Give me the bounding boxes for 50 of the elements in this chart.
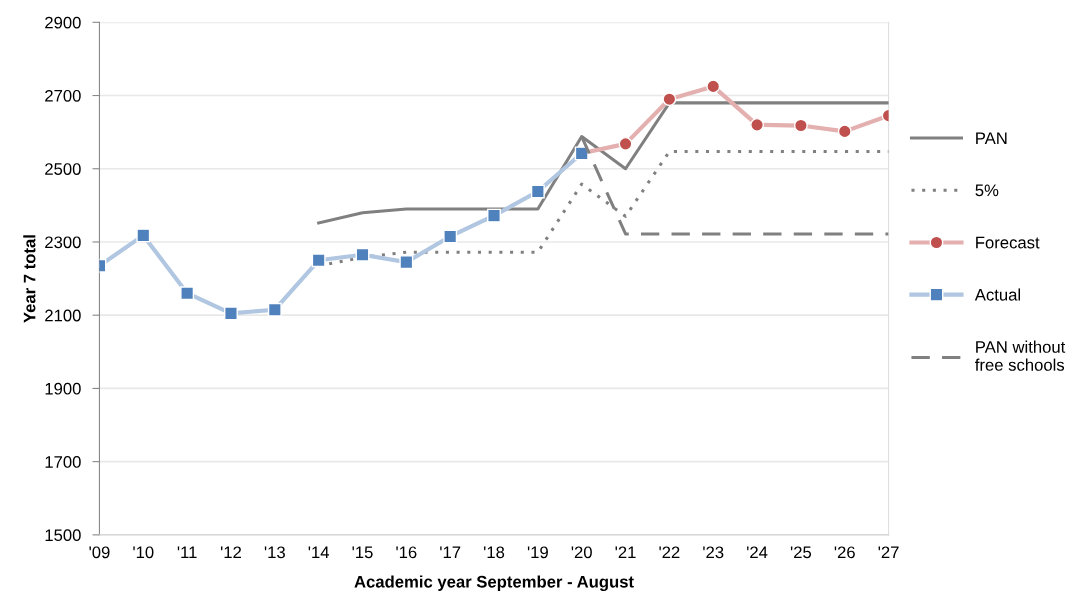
point	[443, 229, 458, 244]
point	[355, 247, 370, 262]
point	[530, 184, 545, 199]
point	[399, 255, 414, 270]
legend-label: PAN without free schools	[975, 340, 1066, 371]
x-axis-title: Academic year September - August	[354, 575, 634, 592]
x-tick-label: '13	[264, 546, 285, 559]
x-tick-label: '25	[790, 546, 812, 559]
legend-label: PAN	[976, 132, 1007, 144]
y-tick-label: 2500	[45, 163, 81, 175]
y-tick-label: 2900	[45, 16, 81, 29]
legend-label: 5%	[975, 184, 999, 197]
x-tick-label: '11	[177, 546, 197, 559]
legend-label: Actual	[974, 288, 1021, 301]
x-tick-label: '26	[834, 546, 855, 559]
point	[750, 117, 765, 132]
y-axis-title: Year 7 total	[23, 235, 36, 323]
x-tick-label: '22	[659, 546, 680, 559]
y-tick-label: 2300	[45, 236, 81, 249]
y-tick-label: 1900	[45, 382, 81, 395]
y-tick-label: 2100	[45, 309, 81, 322]
x-tick-label: '15	[352, 546, 373, 559]
x-tick-label: '17	[440, 546, 461, 559]
legend-label: Forecast	[976, 236, 1040, 249]
x-tick-label: '19	[527, 546, 548, 559]
x-tick-label: '24	[747, 546, 768, 559]
x-tick-label: '10	[133, 546, 154, 559]
x-tick-label: '23	[703, 546, 724, 559]
point	[224, 306, 238, 321]
point	[706, 79, 721, 94]
point	[618, 136, 633, 151]
point	[136, 228, 151, 243]
x-tick-label: '09	[89, 546, 110, 559]
point	[267, 302, 282, 317]
x-tick-label: '12	[220, 546, 241, 559]
point	[311, 253, 326, 268]
point	[662, 92, 677, 107]
x-tick-label: '14	[308, 546, 330, 559]
point	[793, 118, 808, 133]
y-tick-label: 1700	[45, 456, 81, 468]
point	[487, 208, 501, 223]
x-tick-label: '18	[484, 546, 505, 559]
x-tick-label: '27	[878, 546, 899, 559]
point	[180, 286, 195, 301]
y-tick-label: 1500	[45, 529, 81, 542]
x-tick-label: '21	[615, 546, 636, 559]
y-tick-label: 2700	[45, 89, 81, 102]
point	[837, 124, 852, 139]
x-tick-label: '16	[396, 546, 417, 559]
x-tick-label: '20	[571, 546, 592, 559]
